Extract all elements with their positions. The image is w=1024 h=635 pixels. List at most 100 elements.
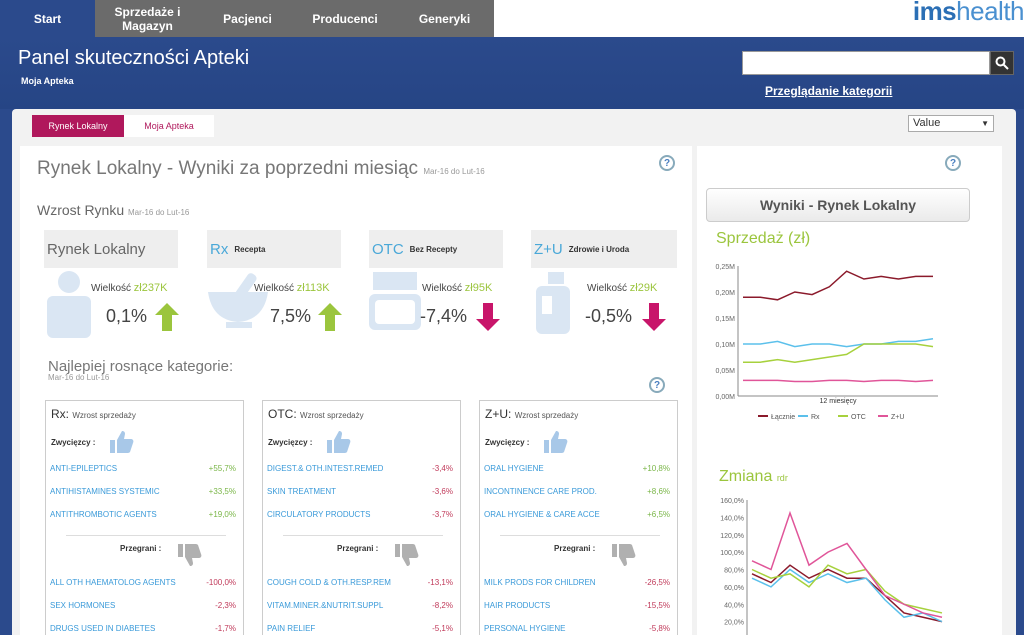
kpi-volume: Wielkość zł113K [254, 282, 330, 294]
kpi-card-local: Rynek Lokalny [44, 230, 178, 268]
y-tick-label: 60,0% [724, 585, 744, 592]
y-tick-label: 40,0% [724, 602, 744, 609]
y-tick-label: 160,0% [720, 498, 744, 505]
y-tick-label: 20,0% [724, 620, 744, 627]
loser-category-row[interactable]: VITAM.MINER.&NUTRIT.SUPPL -8,2% [267, 601, 453, 610]
kpi-percent: 0,1% [106, 306, 148, 326]
divider [66, 535, 226, 536]
results-widget-title: Wyniki - Rynek Lokalny [706, 188, 970, 222]
loser-category-row[interactable]: HAIR PRODUCTS -15,5% [484, 601, 670, 610]
loser-category-row[interactable]: DRUGS USED IN DIABETES -1,7% [50, 624, 236, 633]
y-tick-label: 0,00M [716, 394, 736, 401]
nav-tabs: Start Sprzedaże i Magazyn Pacjenci Produ… [0, 0, 494, 37]
legend-entry: Z+U [891, 414, 904, 421]
kpi-card-otc: OTC Bez Recepty [369, 230, 503, 268]
sales-line-chart: 0,00M 0,05M 0,10M 0,15M 0,20M 0,25M 12 miesięc… [716, 264, 938, 421]
nav-tab-sales-stock[interactable]: Sprzedaże i Magazyn [114, 4, 181, 33]
series-line-z-u [751, 510, 943, 619]
change-chart-title: Zmiana rdr [719, 468, 788, 485]
thumbs-up-icon [544, 431, 568, 453]
thumbs-up-icon [110, 431, 134, 453]
help-icon[interactable]: ? [659, 155, 675, 171]
kpi-percent: -0,5% [585, 306, 633, 326]
winners-label: Zwycięzcy : [485, 438, 530, 447]
y-tick-label: 0,05M [716, 368, 736, 375]
legend-entry: OTC [851, 414, 866, 421]
value-select[interactable]: Value ▼ [908, 115, 994, 132]
browse-categories-link[interactable]: Przeglądanie kategorii [765, 84, 893, 98]
series-line-z-u [743, 379, 934, 383]
category-box-title: Z+U: Wzrost sprzedaży [485, 407, 579, 421]
arrow-down-icon [476, 303, 500, 331]
section-title: Rynek Lokalny - Wyniki za poprzedni mies… [37, 158, 485, 179]
category-box: Z+U: Wzrost sprzedaży Zwycięzcy : ORAL HYG… [479, 400, 678, 635]
y-tick-label: 0,20M [716, 290, 736, 297]
growth-title: Wzrost Rynku Mar-16 do Lut-16 [37, 202, 190, 218]
winner-category-row[interactable]: DIGEST.& OTH.INTEST.REMED -3,4% [267, 464, 453, 473]
loser-category-row[interactable]: PAIN RELIEF -5,1% [267, 624, 453, 633]
category-box-title: OTC: Wzrost sprzedaży [268, 407, 364, 421]
winner-category-row[interactable]: INCONTINENCE CARE PROD. +8,6% [484, 487, 670, 496]
winners-label: Zwycięzcy : [51, 438, 96, 447]
legend-entry: Rx [811, 414, 820, 421]
page-header: Panel skuteczności Apteki Moja Apteka Pr… [0, 37, 1024, 109]
help-icon[interactable]: ? [649, 377, 665, 393]
thumbs-up-icon [327, 431, 351, 453]
y-tick-label: 0,25M [716, 264, 736, 271]
series-line-otc [751, 564, 943, 614]
y-tick-label: 140,0% [720, 515, 744, 522]
top-nav: Start Sprzedaże i Magazyn Pacjenci Produ… [0, 0, 1024, 37]
person-icon [47, 271, 91, 338]
loser-category-row[interactable]: COUGH COLD & OTH.RESP.REM -13,1% [267, 578, 453, 587]
nav-tab-start[interactable]: Start [0, 0, 95, 37]
losers-label: Przegrani : [554, 544, 596, 553]
y-tick-label: 80,0% [724, 568, 744, 575]
search-input[interactable] [742, 51, 990, 75]
divider [283, 535, 443, 536]
loser-category-row[interactable]: MILK PRODS FOR CHILDREN -26,5% [484, 578, 670, 587]
winner-category-row[interactable]: CIRCULATORY PRODUCTS -3,7% [267, 510, 453, 519]
change-line-chart: 20,0% 40,0% 60,0% 80,0% 100,0% 120,0% 140,0% 16… [720, 498, 943, 635]
winner-category-row[interactable]: ANTITHROMBOTIC AGENTS +19,0% [50, 510, 236, 519]
results-sidebar [697, 146, 1002, 635]
arrow-up-icon [318, 303, 342, 331]
loser-category-row[interactable]: SEX HORMONES -2,3% [50, 601, 236, 610]
winner-category-row[interactable]: ORAL HYGIENE +10,8% [484, 464, 670, 473]
series-line--cznie [751, 564, 943, 623]
search-button[interactable] [990, 51, 1014, 75]
losers-label: Przegrani : [120, 544, 162, 553]
loser-category-row[interactable]: ALL OTH HAEMATOLOG AGENTS -100,0% [50, 578, 236, 587]
loser-category-row[interactable]: PERSONAL HYGIENE -5,8% [484, 624, 670, 633]
subtab-local-market[interactable]: Rynek Lokalny [32, 115, 124, 137]
legend-entry: Łącznie [771, 414, 795, 421]
kpi-card-rx: Rx Recepta [207, 230, 341, 268]
kpi-percent: 7,5% [270, 306, 312, 326]
ims-health-logo: imshealth [912, 0, 1024, 26]
thumbs-down-icon [612, 544, 636, 566]
search-icon [995, 56, 1009, 70]
kpi-card-zu: Z+U Zdrowie i Uroda [531, 230, 677, 268]
nav-tab-producers[interactable]: Producenci [312, 11, 378, 26]
kpi-volume: Wielkość zł237K [91, 282, 168, 294]
subtab-my-pharmacy[interactable]: Moja Apteka [124, 115, 214, 137]
top-categories-title: Najlepiej rosnące kategorie: Mar-16 do Lu… [48, 358, 234, 382]
divider [500, 535, 660, 536]
pill-box-icon [369, 272, 421, 330]
winner-category-row[interactable]: ORAL HYGIENE & CARE ACCE +6,5% [484, 510, 670, 519]
winner-category-row[interactable]: ANTIHISTAMINES SYSTEMIC +33,5% [50, 487, 236, 496]
losers-label: Przegrani : [337, 544, 379, 553]
thumbs-down-icon [395, 544, 419, 566]
page-title: Panel skuteczności Apteki [18, 47, 250, 69]
arrow-up-icon [155, 303, 179, 331]
category-box: OTC: Wzrost sprzedaży Zwycięzcy : DIGEST.&… [262, 400, 461, 635]
series-line-rx [743, 338, 934, 348]
bottle-icon [536, 272, 570, 334]
chevron-down-icon: ▼ [981, 119, 989, 128]
help-icon[interactable]: ? [945, 155, 961, 171]
winner-category-row[interactable]: ANTI-EPILEPTICS +55,7% [50, 464, 236, 473]
nav-tab-generics[interactable]: Generyki [418, 11, 471, 26]
winner-category-row[interactable]: SKIN TREATMENT -3,6% [267, 487, 453, 496]
page-subtitle: Moja Apteka [21, 76, 74, 86]
nav-tab-patients[interactable]: Pacjenci [223, 11, 272, 26]
y-tick-label: 100,0% [720, 550, 744, 557]
